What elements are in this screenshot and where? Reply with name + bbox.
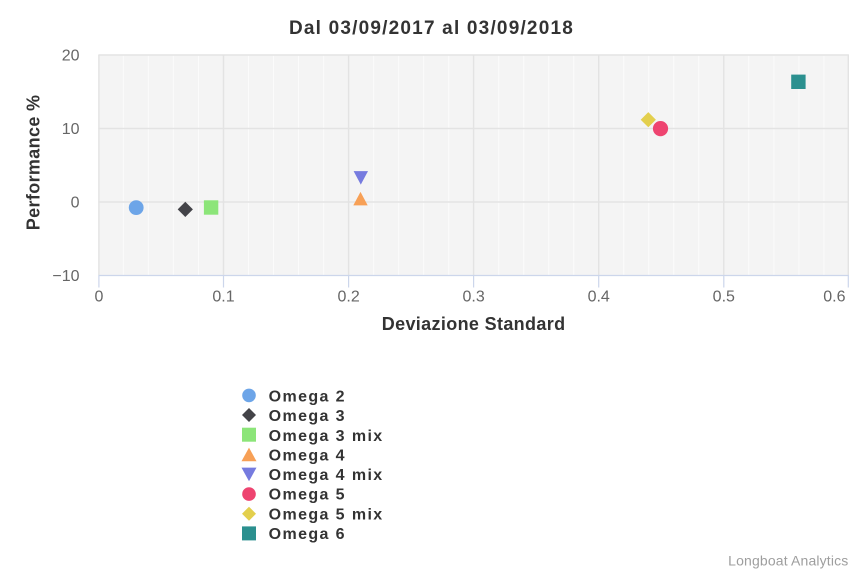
svg-text:Omega 6: Omega 6 [269,526,346,543]
svg-text:0: 0 [94,289,103,306]
svg-text:0.3: 0.3 [462,289,484,306]
svg-text:20: 20 [62,48,80,65]
svg-text:0.2: 0.2 [337,289,359,306]
svg-text:Omega 4 mix: Omega 4 mix [269,467,384,484]
svg-text:0.5: 0.5 [713,289,735,306]
svg-text:Omega 4: Omega 4 [269,447,346,464]
svg-text:0.1: 0.1 [212,289,234,306]
svg-text:10: 10 [62,121,80,138]
svg-text:−10: −10 [52,268,79,285]
svg-text:Longboat Analytics: Longboat Analytics [728,553,848,569]
svg-text:0.6: 0.6 [823,289,845,306]
svg-text:0.4: 0.4 [588,289,610,306]
svg-text:Omega 5 mix: Omega 5 mix [269,506,384,523]
svg-text:Dal 03/09/2017 al 03/09/2018: Dal 03/09/2017 al 03/09/2018 [289,18,574,39]
svg-text:0: 0 [71,195,80,212]
svg-text:Deviazione Standard: Deviazione Standard [382,314,566,334]
svg-text:Omega 3 mix: Omega 3 mix [269,428,384,445]
svg-text:Omega 2: Omega 2 [269,389,346,406]
svg-text:Omega 3: Omega 3 [269,408,346,425]
svg-text:Omega 5: Omega 5 [269,487,346,504]
svg-text:Performance %: Performance % [24,95,44,231]
